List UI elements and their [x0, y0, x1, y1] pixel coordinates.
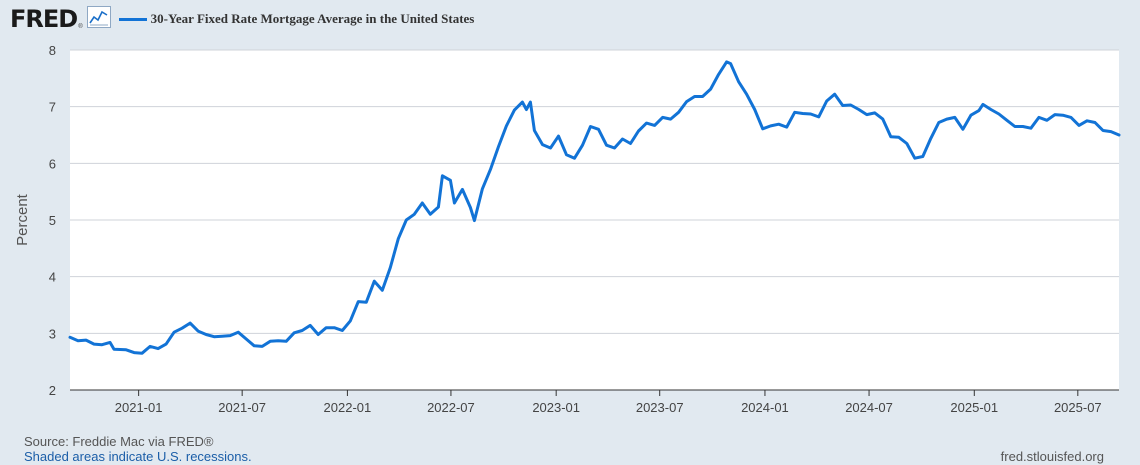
chart-legend[interactable]: 30-Year Fixed Rate Mortgage Average in t… — [118, 11, 475, 27]
footer-notes: Source: Freddie Mac via FRED® Shaded are… — [24, 434, 252, 464]
line-chart-icon — [86, 5, 111, 33]
recession-note-link[interactable]: Shaded areas indicate U.S. recessions. — [24, 449, 252, 464]
fred-logo[interactable]: FRED — [10, 5, 78, 33]
source-note: Source: Freddie Mac via FRED® — [24, 434, 214, 449]
x-tick-label: 2024-07 — [845, 400, 893, 415]
x-tick-label: 2025-07 — [1054, 400, 1102, 415]
x-tick-label: 2024-01 — [741, 400, 789, 415]
series-line-mortgage-rate[interactable] — [68, 60, 1121, 355]
x-axis: 2021-01 2021-07 2022-01 2022-07 2023-01 2023-… — [70, 389, 1119, 415]
fred-logo-registered-mark: ® — [78, 24, 83, 30]
y-tick-label: 3 — [49, 326, 56, 341]
y-tick-label: 6 — [49, 156, 56, 171]
y-gridlines — [70, 49, 1119, 334]
line-chart[interactable]: 2021-01 2021-07 2022-01 2022-07 2023-01 2023-… — [0, 0, 1140, 430]
x-tick-label: 2022-07 — [427, 400, 475, 415]
y-tick-label: 8 — [49, 43, 56, 58]
x-tick-label: 2023-01 — [532, 400, 580, 415]
site-url[interactable]: fred.stlouisfed.org — [1000, 449, 1104, 464]
y-tick-label: 5 — [49, 213, 56, 228]
x-tick-label: 2022-01 — [324, 400, 372, 415]
y-axis-label: Percent — [14, 193, 31, 246]
x-tick-label: 2021-07 — [218, 400, 266, 415]
y-axis: 2 3 4 5 6 7 8 — [49, 43, 56, 398]
x-tick-label: 2025-01 — [950, 400, 998, 415]
y-tick-label: 7 — [49, 100, 56, 115]
x-tick-label: 2023-07 — [636, 400, 684, 415]
legend-series-label: 30-Year Fixed Rate Mortgage Average in t… — [150, 11, 475, 26]
y-tick-label: 2 — [49, 383, 56, 398]
chart-header: FRED ® 30-Year Fixed Rate Mortgage Avera… — [10, 5, 475, 33]
x-tick-label: 2021-01 — [115, 400, 163, 415]
y-tick-label: 4 — [49, 270, 56, 285]
legend-line-swatch — [118, 17, 147, 21]
